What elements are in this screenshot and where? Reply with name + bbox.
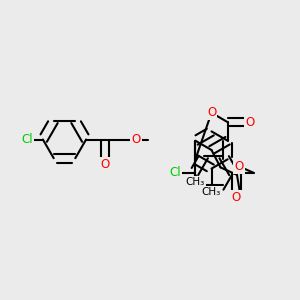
Text: O: O [245,116,255,129]
Text: Cl: Cl [169,166,181,179]
Text: Cl: Cl [22,133,33,146]
Text: O: O [131,133,140,146]
Text: CH₃: CH₃ [186,177,205,188]
Text: O: O [232,191,241,204]
Text: O: O [207,106,216,119]
Text: CH₃: CH₃ [202,187,221,197]
Text: O: O [100,158,109,171]
Text: O: O [235,160,244,172]
